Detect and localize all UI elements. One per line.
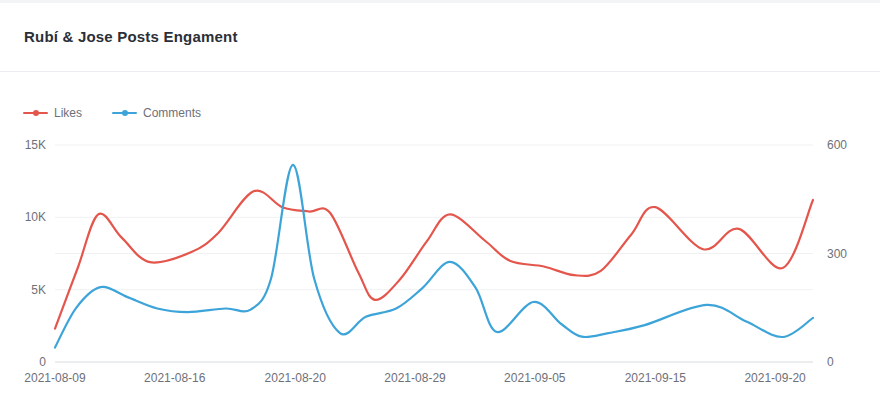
likes-series-line[interactable] (55, 191, 813, 329)
x-axis-label: 2021-08-09 (24, 371, 86, 385)
legend-label: Likes (54, 106, 82, 120)
x-axis-label: 2021-09-20 (744, 371, 806, 385)
likes-line-icon (23, 112, 48, 114)
x-axis-label: 2021-08-29 (384, 371, 446, 385)
y-axis-left-label: 15K (25, 138, 46, 152)
x-axis-label: 2021-08-20 (265, 371, 327, 385)
y-axis-left-label: 0 (39, 355, 46, 369)
top-strip (0, 0, 880, 3)
legend-item-comments[interactable]: Comments (112, 106, 201, 120)
chart-canvas[interactable]: 0 5K 10K 15K 0 300 600 2021-08-09 2021-08-16 2021… (0, 130, 880, 407)
y-axis-left-label: 10K (25, 210, 46, 224)
x-axis-label: 2021-08-16 (144, 371, 206, 385)
y-axis-right-label: 300 (827, 247, 847, 261)
y-axis-right-label: 600 (827, 138, 847, 152)
comments-dot-icon (122, 110, 128, 116)
chart-legend: Likes Comments (23, 106, 201, 120)
comments-series-line[interactable] (55, 165, 813, 348)
x-axis-label: 2021-09-15 (625, 371, 687, 385)
y-axis-right-label: 0 (827, 355, 834, 369)
legend-label: Comments (143, 106, 201, 120)
x-axis-label: 2021-09-05 (504, 371, 566, 385)
page-title: Rubí & Jose Posts Engament (24, 28, 238, 45)
header-divider (0, 71, 880, 72)
comments-line-icon (112, 112, 137, 114)
likes-dot-icon (33, 110, 39, 116)
legend-item-likes[interactable]: Likes (23, 106, 82, 120)
y-axis-left-label: 5K (31, 283, 46, 297)
